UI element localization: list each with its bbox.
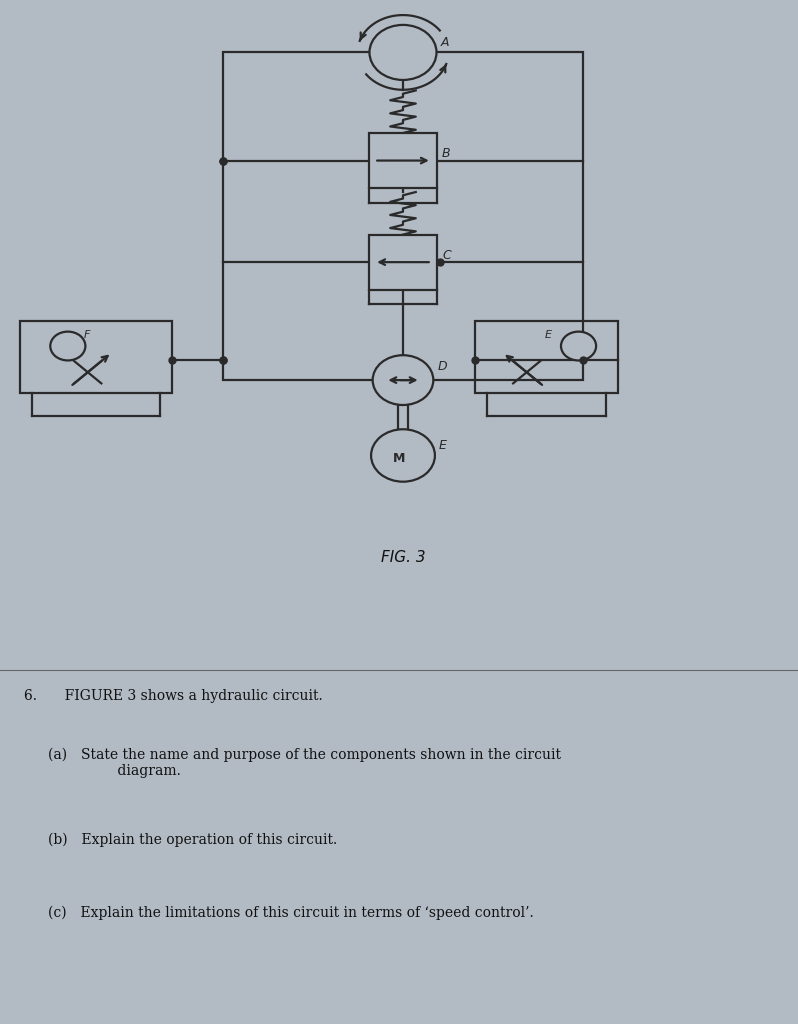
- Text: F: F: [84, 330, 90, 340]
- Circle shape: [369, 25, 437, 80]
- Text: B: B: [442, 147, 451, 161]
- Bar: [369, 133, 437, 188]
- Circle shape: [371, 429, 435, 481]
- Text: 6.  FIGURE 3 shows a hydraulic circuit.: 6. FIGURE 3 shows a hydraulic circuit.: [24, 688, 322, 702]
- Text: A: A: [440, 36, 449, 49]
- Bar: [20, 322, 172, 393]
- Text: D: D: [437, 360, 447, 374]
- Text: E: E: [545, 330, 552, 340]
- Text: FIG. 3: FIG. 3: [381, 550, 425, 564]
- Circle shape: [561, 332, 596, 360]
- Text: (a) State the name and purpose of the components shown in the circuit
     diagr: (a) State the name and purpose of the co…: [48, 748, 561, 778]
- Text: C: C: [442, 249, 451, 262]
- Circle shape: [373, 355, 433, 406]
- Circle shape: [50, 332, 85, 360]
- Text: E: E: [439, 439, 447, 452]
- Text: (b) Explain the operation of this circuit.: (b) Explain the operation of this circui…: [48, 833, 337, 847]
- Text: M: M: [393, 452, 405, 465]
- Text: (c) Explain the limitations of this circuit in terms of ‘speed control’.: (c) Explain the limitations of this circ…: [48, 906, 534, 921]
- Bar: [369, 234, 437, 290]
- Bar: [475, 322, 618, 393]
